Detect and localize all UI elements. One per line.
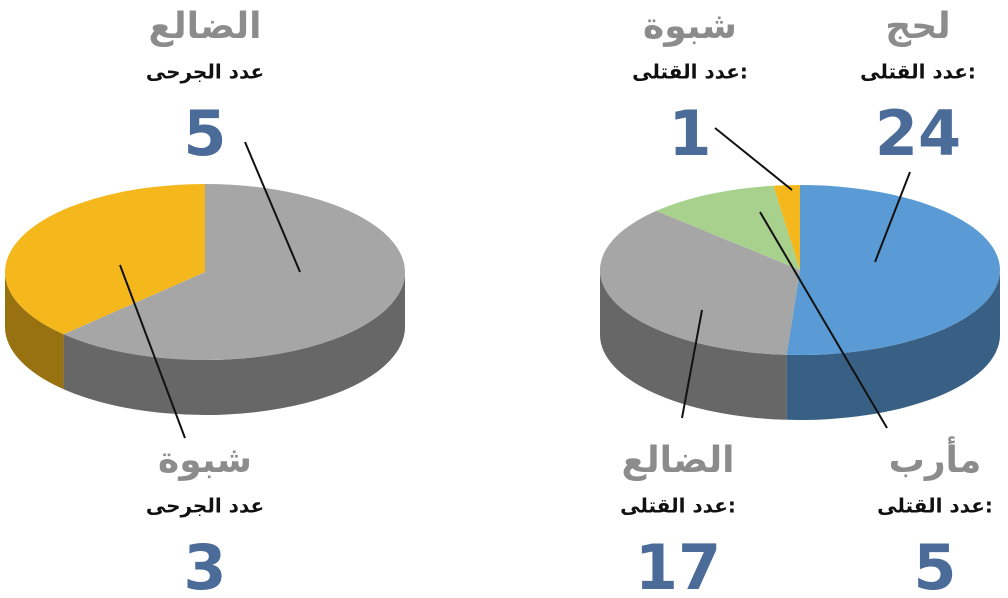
slice-side [5, 272, 64, 390]
value-label: 3 [183, 531, 226, 598]
value-label: 5 [183, 97, 226, 170]
slice-side [63, 272, 405, 415]
value-label: 1 [668, 97, 711, 170]
value-label: 5 [913, 531, 956, 598]
leader-line [681, 309, 703, 419]
category-label: شبوة [643, 6, 737, 47]
slice [4, 184, 206, 335]
category-label: لحج [885, 6, 950, 47]
category-label: الضالع [622, 440, 735, 481]
slice [599, 210, 800, 355]
category-label: الضالع [149, 6, 262, 47]
measure-label: عدد القتلى: [632, 60, 748, 84]
category-label: شبوة [158, 440, 252, 481]
leader-line [874, 171, 911, 263]
value-label: 24 [875, 97, 961, 170]
leader-line [244, 141, 301, 273]
category-label: مأرب [889, 436, 982, 481]
slice [786, 185, 1000, 355]
leader-line [119, 264, 186, 439]
slice-side [600, 270, 787, 420]
measure-label: عدد القتلى: [620, 494, 736, 518]
measure-label: عدد القتلى: [877, 494, 993, 518]
measure-label: عدد القتلى: [860, 60, 976, 84]
leader-line [759, 211, 888, 429]
slice [773, 185, 800, 270]
measure-label: عدد الجرحى [146, 494, 264, 518]
value-label: 17 [635, 531, 721, 598]
leader-line [714, 127, 793, 191]
slice [656, 185, 800, 270]
measure-label: عدد الجرحى [146, 60, 264, 84]
slice [63, 184, 405, 361]
slice-side [786, 270, 1000, 420]
